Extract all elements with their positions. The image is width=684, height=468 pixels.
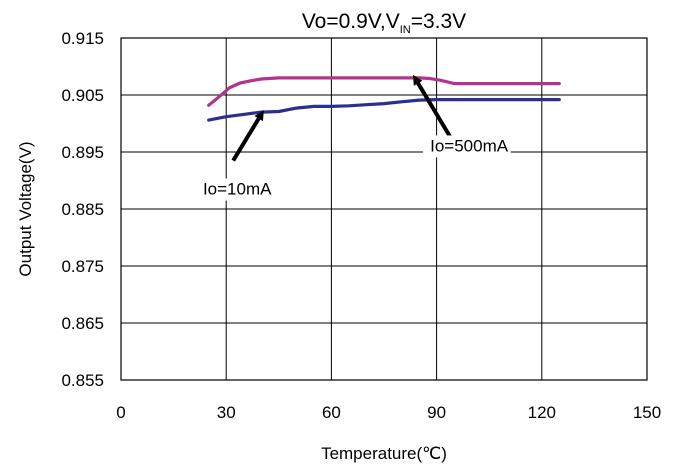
y-tick-label: 0.915 xyxy=(61,29,104,48)
y-axis-label: Output Voltage(V) xyxy=(16,141,35,276)
annotation-layer: Io=10mA Io=500mA xyxy=(198,74,511,201)
series-layer xyxy=(207,76,561,122)
plot-frame xyxy=(120,37,648,381)
annotation-arrow xyxy=(231,110,264,162)
y-tick-label: 0.885 xyxy=(61,200,104,219)
x-tick-label: 150 xyxy=(633,403,661,422)
chart-title-tail: =3.3V xyxy=(411,10,466,33)
annotation-label-background xyxy=(198,178,277,201)
x-tick-label: 120 xyxy=(528,403,556,422)
y-tick-label: 0.855 xyxy=(61,371,104,390)
y-tick-label: 0.905 xyxy=(61,86,104,105)
series-line-io-10ma xyxy=(207,97,561,122)
x-tick-label: 90 xyxy=(427,403,446,422)
y-tick-label: 0.895 xyxy=(61,143,104,162)
annotation-label-background xyxy=(423,135,511,158)
chart-title: Vo=0.9V,VIN=3.3V xyxy=(302,10,466,36)
y-tick-label: 0.875 xyxy=(61,257,104,276)
annotation-label: Io=500mA xyxy=(430,136,509,155)
annotation-label: Io=10mA xyxy=(203,180,272,199)
x-axis-label: Temperature(℃) xyxy=(321,444,447,463)
x-tick-label: 0 xyxy=(116,403,125,422)
x-tick-label: 60 xyxy=(322,403,341,422)
y-tick-label: 0.865 xyxy=(61,314,104,333)
annotation-arrow xyxy=(412,74,456,145)
tick-labels: 0 30 60 90 120 150 0.915 0.905 0.895 0.885 0.875 0.… xyxy=(61,29,661,422)
chart-title-subscript: IN xyxy=(400,24,411,36)
x-tick-label: 30 xyxy=(217,403,236,422)
chart-title-main: Vo=0.9V,V xyxy=(302,10,400,33)
series-line-io-500ma xyxy=(207,76,561,107)
grid xyxy=(121,38,647,380)
